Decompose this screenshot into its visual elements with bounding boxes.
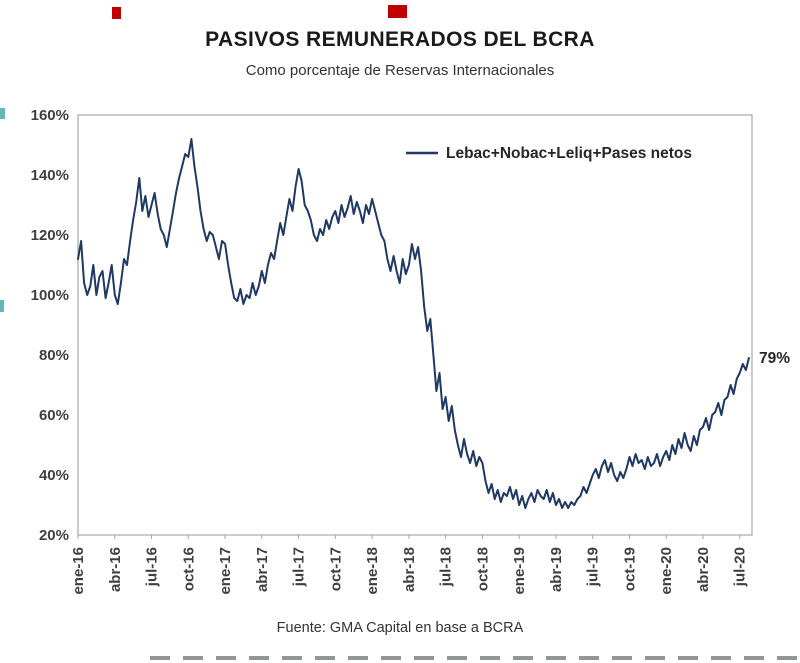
end-value-label: 79% (759, 350, 790, 367)
scan-artifact-teal-2 (0, 300, 4, 312)
scan-artifact-red-small (112, 7, 121, 19)
chart-title: PASIVOS REMUNERADOS DEL BCRA (205, 28, 595, 51)
x-axis-tick-label: abr-20 (695, 547, 712, 592)
x-axis-tick-label: oct-19 (621, 547, 638, 591)
scan-artifact-bottom-dashes (150, 656, 800, 660)
y-axis-tick-label: 40% (39, 467, 69, 484)
x-axis-tick-label: jul-20 (732, 547, 749, 587)
scan-artifact-teal-1 (0, 108, 5, 119)
x-axis-tick-label: oct-16 (180, 547, 197, 591)
x-axis-tick-label: abr-18 (401, 547, 418, 592)
x-axis-tick-label: jul-16 (144, 547, 161, 587)
x-axis-tick-label: oct-18 (474, 547, 491, 591)
x-axis-tick-label: ene-19 (511, 547, 528, 595)
x-axis-tick-label: ene-20 (658, 547, 675, 595)
x-axis-tick-label: abr-19 (548, 547, 565, 592)
line-chart: 160% 140% 120% 100% 80% 60% 40% 20%ene-16 abr-16… (31, 107, 791, 595)
x-axis-tick-label: jul-17 (291, 547, 308, 587)
y-axis-tick-label: 20% (39, 527, 69, 544)
y-axis-tick-label: 60% (39, 407, 69, 424)
series-line (77, 138, 750, 509)
x-axis-tick-label: jul-18 (438, 547, 455, 587)
y-axis-tick-label: 80% (39, 347, 69, 364)
x-axis-tick-label: ene-18 (364, 547, 381, 595)
x-axis-tick-label: ene-16 (70, 547, 87, 595)
x-axis-tick-label: abr-16 (107, 547, 124, 592)
y-axis-tick-label: 100% (31, 287, 69, 304)
plot-border (77, 114, 753, 536)
x-axis-tick-label: ene-17 (217, 547, 234, 595)
y-axis-tick-label: 140% (31, 167, 69, 184)
x-axis-tick-label: jul-19 (585, 547, 602, 587)
chart-subtitle: Como porcentaje de Reservas Internaciona… (245, 62, 555, 79)
x-axis-tick-label: abr-17 (254, 547, 271, 592)
y-axis-tick-label: 160% (31, 107, 69, 124)
chart-source: Fuente: GMA Capital en base a BCRA (276, 620, 524, 636)
scan-artifact-red-rect (388, 5, 407, 18)
y-axis-tick-label: 120% (31, 227, 69, 244)
legend-label: Lebac+Nobac+Leliq+Pases netos (446, 145, 692, 162)
x-axis-tick-label: oct-17 (327, 547, 344, 591)
